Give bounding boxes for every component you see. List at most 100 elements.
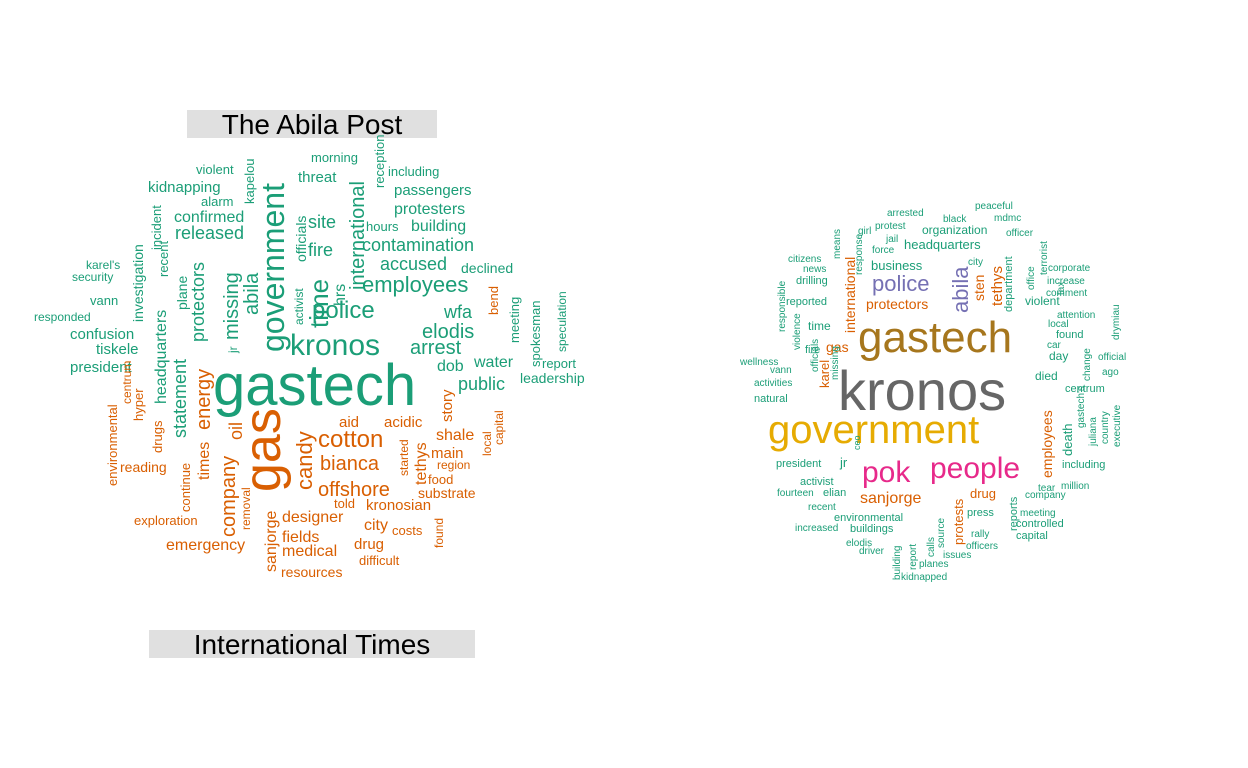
- abila-post-cloud-word: president: [70, 359, 133, 376]
- international-times-cloud-word: department: [1003, 256, 1015, 312]
- abila-post-cloud-word: candy: [292, 431, 317, 490]
- abila-post-cloud-word: resources: [281, 564, 342, 580]
- abila-post-cloud-word: times: [196, 442, 213, 480]
- international-times-cloud-word: responsible: [777, 280, 788, 332]
- abila-post-cloud-word: dob: [437, 358, 464, 375]
- abila-post-cloud-word: officials: [293, 216, 309, 262]
- abila-post-cloud-word: wfa: [443, 302, 473, 322]
- abila-post-cloud-word: hyper: [131, 388, 146, 421]
- abila-post-cloud-word: hours: [366, 219, 399, 234]
- abila-post-cloud-word: continue: [178, 463, 193, 512]
- international-times-cloud-word: activist: [800, 476, 834, 488]
- international-times-cloud-word: president: [776, 458, 821, 470]
- abila-post-cloud-word: substrate: [418, 485, 476, 501]
- international-times-cloud-word: protest: [875, 221, 906, 232]
- abila-post-cloud-word: confusion: [70, 326, 134, 343]
- international-times-cloud-word: arrested: [887, 208, 924, 219]
- abila-post-cloud-word: oil: [226, 422, 246, 440]
- abila-post-cloud-word: kidnapping: [148, 179, 221, 196]
- international-times-cloud-word: local: [1048, 319, 1069, 330]
- international-times-cloud-word: natural: [754, 393, 788, 405]
- international-times-cloud-word: protests: [951, 498, 966, 545]
- abila-post-cloud-word: threat: [298, 169, 337, 186]
- international-times-cloud-word: means: [832, 229, 843, 259]
- international-times-cloud-word: government: [768, 408, 979, 452]
- abila-post-cloud-word: arrest: [410, 337, 462, 359]
- abila-post-cloud-word: government: [255, 183, 291, 352]
- abila-post-cloud-word: reading: [120, 459, 167, 475]
- abila-post-cloud-word: karel's: [86, 258, 120, 272]
- international-times-cloud-word: drymiau: [1111, 304, 1122, 340]
- abila-post-cloud-word: confirmed: [174, 209, 244, 226]
- abila-post-cloud-word: reception: [372, 135, 387, 188]
- abila-post-cloud-word: public: [458, 374, 505, 394]
- international-times-cloud-word: protectors: [866, 296, 928, 312]
- international-times-cloud-word: kidnapped: [901, 572, 947, 583]
- abila-post-cloud-word: incident: [149, 205, 164, 250]
- abila-post-cloud-word: headquarters: [153, 310, 170, 404]
- abila-post-cloud-word: elodis: [422, 321, 474, 343]
- abila-post-cloud-word: environmental: [105, 404, 120, 486]
- international-times-cloud-word: pok: [862, 456, 911, 489]
- international-times-cloud-word: change: [1082, 348, 1093, 381]
- international-times-cloud-word: jr: [839, 455, 848, 470]
- international-times-cloud-word: tax: [1056, 282, 1067, 295]
- international-times-cloud-word: death: [1060, 423, 1075, 456]
- abila-post-cloud-word: security: [72, 270, 113, 284]
- international-times-cloud-word: peaceful: [975, 201, 1013, 212]
- abila-post-cloud-word: company: [218, 456, 240, 537]
- abila-post-cloud-word: main: [431, 445, 464, 462]
- international-times-cloud-word: environmental: [834, 512, 903, 524]
- international-times-cloud-word: driver: [859, 546, 885, 557]
- abila-post-cloud-word: statement: [170, 359, 190, 438]
- abila-post-cloud-word: vann: [90, 293, 118, 308]
- abila-post-cloud-word: meeting: [507, 297, 522, 343]
- abila-post-cloud-word: found: [432, 518, 446, 548]
- international-times-cloud-word: employees: [1039, 410, 1055, 478]
- international-times-cloud-word: organization: [922, 223, 987, 237]
- abila-post-cloud-word: energy: [193, 369, 215, 430]
- international-times-cloud-word: million: [1061, 481, 1089, 492]
- abila-post-cloud-word: time: [304, 279, 334, 328]
- abila-post-cloud-word: medical: [282, 543, 337, 560]
- international-times-cloud-word: karel: [817, 360, 832, 388]
- international-times-cloud-word: elodis: [846, 538, 872, 549]
- abila-post-cloud-word: report: [542, 356, 576, 371]
- international-times-cloud-word: gastech's: [1076, 386, 1087, 428]
- international-times-cloud-word: city: [968, 257, 983, 268]
- international-times-cloud-word: capital: [1016, 530, 1048, 542]
- abila-post-cloud-word: costs: [392, 523, 423, 538]
- abila-post-cloud-word: kapelou: [242, 158, 257, 204]
- international-times-cloud-word: people: [930, 452, 1020, 485]
- international-times-cloud-word: office: [1026, 266, 1037, 290]
- abila-post-cloud-word: accused: [380, 254, 447, 274]
- abila-post-cloud-word: alarm: [201, 194, 234, 209]
- international-times-cloud-word: calls: [926, 537, 937, 557]
- abila-post-cloud-word: drugs: [150, 420, 165, 453]
- abila-post-cloud-word: fields: [282, 529, 319, 546]
- abila-post-cloud-word: jr: [226, 346, 240, 354]
- international-times-cloud-word: rally: [971, 529, 989, 540]
- international-times-title: International Times: [149, 630, 475, 660]
- abila-post-cloud-word: gas: [234, 408, 292, 492]
- international-times-cloud-word: mdmc: [994, 213, 1021, 224]
- international-times-cloud-word: jail: [885, 234, 898, 245]
- international-times-cloud-word: wellness: [739, 357, 778, 368]
- abila-post-cloud-word: activist: [292, 288, 306, 325]
- abila-post-cloud-word: released: [175, 223, 244, 243]
- international-times-cloud-word: issues: [943, 550, 971, 561]
- international-times-cloud-word: police: [872, 271, 929, 296]
- international-times-cloud-word: kronos: [838, 359, 1006, 422]
- abila-post-cloud-word: leadership: [520, 370, 585, 386]
- abila-post-cloud-word: drug: [354, 536, 384, 553]
- international-times-cloud-word: violence: [792, 313, 803, 350]
- international-times-cloud-word: juliana: [1088, 417, 1099, 447]
- international-times-cloud-word: sten: [971, 275, 987, 301]
- international-times-cloud-word: ago: [1102, 367, 1119, 378]
- abila-post-cloud-word: bend: [486, 286, 501, 315]
- abila-post-cloud-word: tiskele: [96, 341, 139, 358]
- abila-post-cloud-word: acidic: [384, 414, 423, 431]
- abila-post-cloud-word: morning: [311, 150, 358, 165]
- international-times-cloud-word: business: [871, 258, 923, 273]
